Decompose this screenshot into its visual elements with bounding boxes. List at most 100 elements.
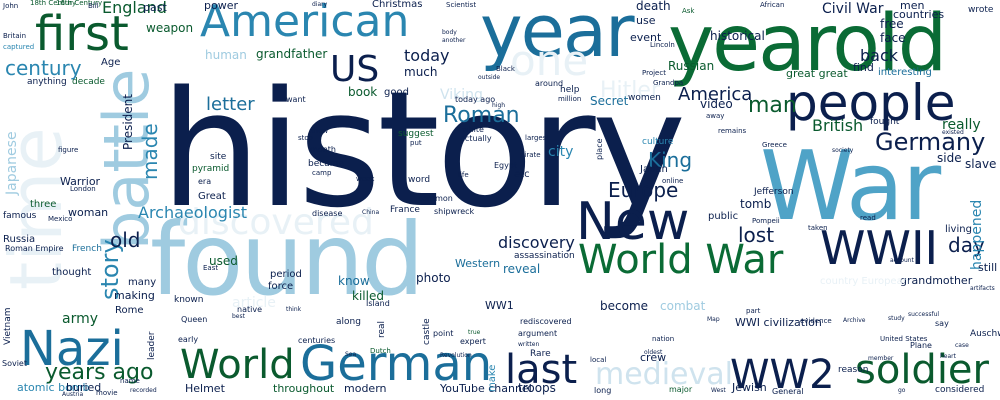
word-million: women [628,93,661,103]
word-soldier: soldier [855,347,989,393]
word-weapon: weapon [146,21,194,35]
word-greece: away [706,112,725,120]
word-name: buried [66,381,102,394]
word-find: find [853,61,874,74]
word-away: Grandpa [653,79,684,87]
word-artifacts: heart [940,353,956,360]
word-human: human [205,48,247,62]
word-rare: troops [518,381,556,395]
word-video: video [700,97,733,111]
word-actually: place [595,138,604,160]
word-england: England [102,0,167,17]
word-article: successful [908,311,940,318]
word-ask: think [286,306,302,313]
word-grandfather: grandfather [256,47,328,61]
word-sea: expert [460,337,486,346]
word-unitedstates: Archive [843,317,866,324]
word-anything: anything [27,77,67,87]
word-historical: historical [710,29,765,43]
word-john: John [3,2,19,10]
word-killed: killed [352,289,384,303]
word-reveal: reveal [503,262,541,276]
word-war: War [760,132,941,242]
word-christmas: Scientist [446,1,477,9]
word-movie: leader [147,331,157,360]
word-outside: million [558,95,582,103]
word-camp: show [310,127,329,135]
word-revolution: Dutch [370,347,391,355]
word-expert: point [433,329,454,338]
word-todayago: want [286,95,306,104]
word-face: face [880,31,906,45]
word-age: Age [101,57,121,68]
word-around: good [384,87,409,98]
word-soviet: recorded [130,387,157,394]
word-buried: crew [640,351,667,364]
word-yearsago: years ago [45,360,154,385]
word-great: case [955,342,969,349]
word-combat: combat [660,299,706,313]
word-diary: African [760,1,785,9]
word-helmet: centuries [298,336,336,345]
word-one: one [510,36,589,85]
word-western: Western [455,257,501,270]
word-plane: considered [935,385,985,395]
word-warrior: Warrior [60,175,101,188]
word-britain: Britain [3,32,27,40]
word-captured: captured [3,43,35,51]
word-living: living [945,224,972,235]
word-bill: Bill [88,2,99,10]
word-account: another [442,37,466,44]
word-local: Soviet [2,359,27,368]
word-countries: countries [893,8,945,21]
word-rome: many [128,277,157,288]
word-existed: body [442,29,457,36]
word-french: French [72,244,102,254]
word-much: much [404,65,438,79]
word-france: disease [312,209,343,218]
word-really: really [942,117,981,133]
word-old: old [110,228,141,252]
word-period: period [270,269,302,280]
word-discovery: discovery [498,233,575,252]
word-grandmother: grandmother [900,274,973,287]
word-society: remains [718,127,747,135]
word-long: make [487,364,498,392]
word-today: today [404,46,450,65]
word-youtube: modern [344,382,387,395]
word-throughout: Helmet [185,382,225,395]
word-german: German [300,336,493,392]
word-women: today ago [455,95,496,104]
word-death: death [636,0,671,13]
word-remains: culture [642,137,674,147]
word-want: stop [298,134,314,142]
word-yearold: yearold [668,0,947,89]
word-real: along [336,317,361,327]
word-wrote: wrote [968,5,994,15]
word-archive: Map [707,316,720,323]
word-general: major [669,385,693,394]
word-rediscovered: Revolution [440,352,472,359]
word-assassination: shipwreck [434,207,475,216]
word-archaeologist: Archaeologist [138,203,247,222]
word-interesting: interesting [878,67,932,78]
word-place: Egypt [494,161,518,170]
word-mexico: figure [58,146,79,154]
word-many: making [114,289,155,302]
word-london: society [832,147,854,154]
word-written: argument [518,329,558,338]
word-island: East [203,264,219,272]
word-known: Rome [115,305,144,316]
word-point: real [377,320,387,338]
word-show: suggest [398,129,434,139]
word-week: assassination [514,251,575,261]
word-auschwitz: go [898,387,906,394]
word-east: read [860,214,876,222]
word-secret: Secret [590,94,629,108]
word-go: reason [838,365,869,375]
word-etc: public [708,211,739,222]
word-dutch: true [468,329,481,336]
word-become: become [600,299,649,313]
word-study: evidence [800,317,832,325]
word-good: site [210,152,227,162]
